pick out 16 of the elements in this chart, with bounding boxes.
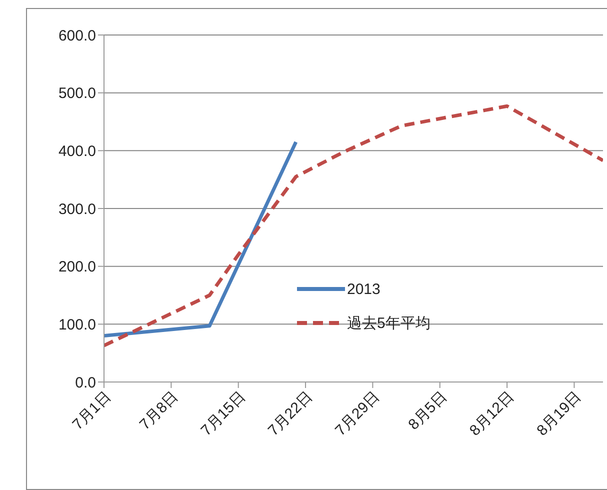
x-tick-label: 7月15日: [198, 388, 249, 440]
y-tick-label: 600.0: [58, 27, 96, 44]
legend-label: 過去5年平均: [347, 314, 430, 332]
x-tick-label: 8月5日: [405, 388, 450, 434]
y-tick-label: 100.0: [58, 316, 96, 334]
legend-label: 2013: [347, 280, 380, 298]
x-tick-label: 7月29日: [332, 388, 384, 440]
y-tick-label: 300.0: [58, 200, 96, 218]
line-series: [104, 104, 603, 348]
x-tick-label: 7月8日: [136, 388, 182, 434]
y-tick-label: 200.0: [58, 258, 96, 276]
x-tick-label: 8月12日: [466, 388, 518, 440]
y-tick-label: 500.0: [58, 85, 96, 102]
x-tick-label: 8月19日: [534, 388, 585, 440]
y-tick-label: 400.0: [58, 142, 96, 160]
x-tick-label: 7月22日: [264, 388, 316, 440]
